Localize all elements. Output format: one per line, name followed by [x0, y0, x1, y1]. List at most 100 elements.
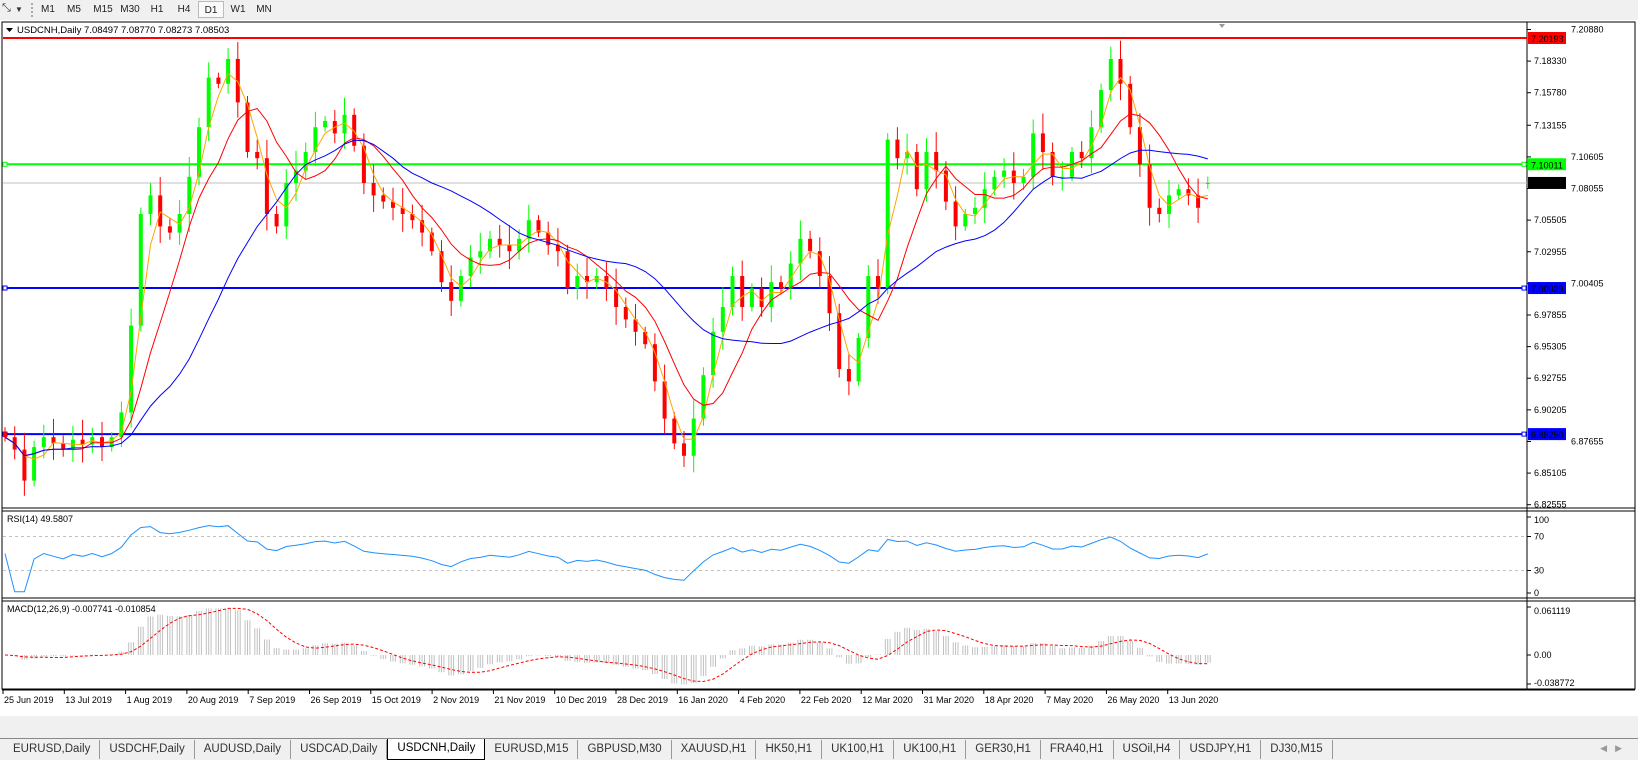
tab-ger30-h1[interactable]: GER30,H1 — [966, 740, 1041, 759]
price-tag-bg — [1528, 158, 1566, 171]
bull-candle — [458, 275, 463, 301]
bull-candle — [730, 275, 735, 307]
bear-candle — [837, 313, 842, 369]
bull-candle — [323, 120, 328, 128]
tab-eurusd-daily[interactable]: EURUSD,Daily — [4, 740, 101, 759]
bear-candle — [158, 195, 163, 227]
line-handle[interactable] — [1521, 161, 1527, 167]
timeframe-h1[interactable]: H1 — [150, 4, 164, 15]
bull-candle — [1108, 58, 1113, 90]
bull-candle — [342, 114, 347, 134]
date-axis-label: 15 Oct 2019 — [372, 695, 421, 705]
tab-gbpusd-m30[interactable]: GBPUSD,M30 — [578, 740, 672, 759]
bull-candle — [32, 447, 37, 481]
bear-candle — [623, 306, 628, 320]
bear-candle — [1040, 133, 1045, 152]
bull-candle — [798, 238, 803, 264]
rsi-axis-label: 0 — [1534, 588, 1539, 598]
tab-usdjpy-h1[interactable]: USDJPY,H1 — [1180, 740, 1262, 759]
tab-uk100-h1[interactable]: UK100,H1 — [822, 740, 895, 759]
bear-candle — [565, 251, 570, 289]
tab-xauusd-h1[interactable]: XAUUSD,H1 — [672, 740, 757, 759]
bear-candle — [585, 275, 589, 283]
bull-candle — [720, 306, 725, 332]
macd-axis-label: 0.00 — [1534, 650, 1552, 660]
tab-uk100-h1[interactable]: UK100,H1 — [894, 740, 967, 759]
tab-eurusd-m15[interactable]: EURUSD,M15 — [485, 740, 579, 759]
chart-window[interactable]: 7.20880 7.18330 7.15780 7.13155 7.10605 7.080… — [0, 20, 1638, 716]
timeframe-m30[interactable]: M30 — [120, 4, 140, 15]
bull-candle — [1060, 176, 1065, 178]
bid-price-tag: 7.08503 — [1531, 179, 1564, 189]
date-axis-label: 20 Aug 2019 — [188, 695, 239, 705]
bear-candle — [245, 102, 250, 152]
bull-candle — [885, 139, 890, 289]
timeframe-m15[interactable]: M15 — [93, 4, 113, 15]
chart-header: USDCNH,Daily 7.08497 7.08770 7.08273 7.0… — [17, 25, 229, 36]
tab-hk50-h1[interactable]: HK50,H1 — [756, 740, 823, 759]
bull-candle — [313, 127, 318, 152]
timeframe-h4[interactable]: H4 — [177, 4, 191, 15]
line-handle[interactable] — [1521, 285, 1527, 291]
chart-canvas[interactable]: 7.20880 7.18330 7.15780 7.13155 7.10605 7.080… — [0, 20, 1638, 716]
price-tag: 7.20193 — [1531, 34, 1564, 44]
line-studies-icon[interactable]: ⤡ — [2, 2, 11, 14]
bear-candle — [876, 275, 880, 289]
chart-frame — [1, 21, 1636, 690]
tab-fra40-h1[interactable]: FRA40,H1 — [1041, 740, 1114, 759]
tab-usdcad-daily[interactable]: USDCAD,Daily — [291, 740, 388, 759]
timeframe-mn[interactable]: MN — [256, 4, 272, 15]
bear-candle — [420, 220, 425, 233]
tab-audusd-daily[interactable]: AUDUSD,Daily — [195, 740, 292, 759]
bear-candle — [846, 368, 851, 382]
price-tag-bg — [1528, 428, 1566, 441]
price-axis-label: 7.10605 — [1571, 152, 1604, 162]
bear-candle — [1050, 151, 1055, 177]
date-axis-label: 18 Apr 2020 — [985, 695, 1034, 705]
line-handle[interactable] — [2, 161, 8, 167]
bear-candle — [235, 58, 240, 103]
bear-candle — [953, 201, 958, 227]
line-handle[interactable] — [2, 285, 8, 291]
bear-candle — [61, 443, 66, 450]
price-axis-label: 6.95305 — [1534, 342, 1567, 352]
toolbar-grip[interactable] — [31, 3, 35, 17]
bull-candle — [226, 58, 231, 84]
timeframe-m1[interactable]: M1 — [41, 4, 55, 15]
bull-candle — [691, 418, 696, 456]
bear-candle — [1186, 189, 1191, 196]
timeframe-m5[interactable]: M5 — [67, 4, 81, 15]
ma-fast-line — [4, 72, 1208, 460]
price-axis-label: 7.20880 — [1571, 24, 1604, 34]
bull-candle — [866, 275, 871, 338]
line-handle[interactable] — [1521, 431, 1527, 437]
bear-candle — [1079, 151, 1084, 159]
price-axis-label: 7.08055 — [1571, 184, 1604, 194]
price-axis-label: 7.13155 — [1534, 120, 1567, 130]
tab-dj30-m15[interactable]: DJ30,M15 — [1261, 740, 1333, 759]
bull-candle — [478, 251, 483, 258]
tab-usdcnh-daily[interactable]: USDCNH,Daily — [387, 739, 486, 760]
bear-candle — [410, 213, 415, 221]
chevron-down-icon[interactable]: ▼ — [15, 5, 23, 14]
bear-candle — [555, 244, 560, 252]
bear-candle — [662, 381, 667, 419]
bear-candle — [672, 418, 677, 444]
bull-candle — [119, 412, 124, 438]
bull-candle — [177, 213, 182, 233]
macd-signal-line — [4, 607, 1208, 683]
chevron-down-icon[interactable] — [6, 28, 13, 32]
date-axis-label: 1 Aug 2019 — [127, 695, 173, 705]
timeframe-w1[interactable]: W1 — [230, 4, 246, 15]
tab-usdchf-daily[interactable]: USDCHF,Daily — [100, 740, 195, 759]
date-axis-label: 7 Sep 2019 — [249, 695, 295, 705]
tab-scroll-arrows[interactable]: ◀▶ — [1600, 743, 1630, 753]
bear-candle — [264, 158, 269, 214]
date-axis-label: 13 Jul 2019 — [65, 695, 112, 705]
timeframe-d1[interactable]: D1 — [198, 1, 224, 18]
date-axis-label: 2 Nov 2019 — [433, 695, 479, 705]
tab-usoil-h4[interactable]: USOil,H4 — [1114, 740, 1181, 759]
bear-candle — [895, 139, 900, 159]
price-tag-bg — [1528, 282, 1566, 295]
chart-shift-marker[interactable] — [1219, 24, 1225, 28]
